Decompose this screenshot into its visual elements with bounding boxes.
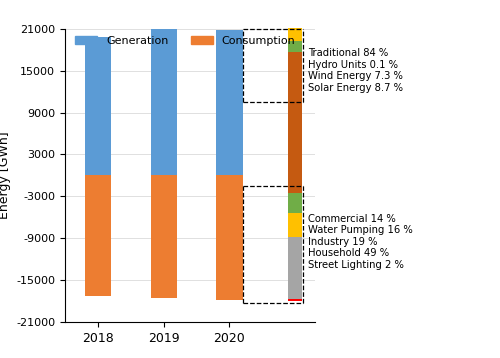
Bar xyxy=(288,213,302,237)
Bar xyxy=(288,237,302,299)
Y-axis label: Energy [GWh]: Energy [GWh] xyxy=(0,132,10,219)
Bar xyxy=(288,41,302,52)
Bar xyxy=(216,30,242,175)
Bar xyxy=(150,175,177,299)
Bar xyxy=(84,175,111,296)
Text: Traditional 84 %
Hydro Units 0.1 %
Wind Energy 7.3 %
Solar Energy 8.7 %: Traditional 84 % Hydro Units 0.1 % Wind … xyxy=(308,48,403,93)
Bar xyxy=(288,175,302,193)
Bar xyxy=(288,29,302,41)
Text: Commercial 14 %
Water Pumping 16 %
Industry 19 %
Household 49 %
Street Lighting : Commercial 14 % Water Pumping 16 % Indus… xyxy=(308,214,412,270)
Bar xyxy=(216,175,242,300)
Bar xyxy=(288,193,302,213)
Bar xyxy=(288,52,302,175)
Bar xyxy=(84,37,111,175)
Bar xyxy=(288,299,302,301)
Bar xyxy=(150,29,177,175)
Legend: Generation, Consumption: Generation, Consumption xyxy=(70,31,300,50)
